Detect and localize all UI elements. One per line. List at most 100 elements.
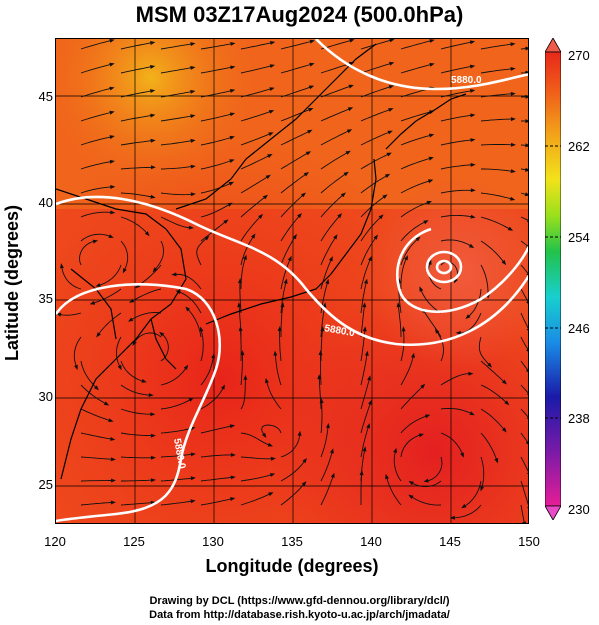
streamline xyxy=(280,433,301,458)
streamline xyxy=(360,174,388,194)
streamline xyxy=(80,480,113,482)
streamline-arrow xyxy=(190,114,196,119)
streamline xyxy=(178,291,202,314)
streamline xyxy=(240,154,271,170)
streamline xyxy=(120,66,153,74)
streamline-arrow xyxy=(301,481,307,487)
streamline-arrow xyxy=(92,239,98,244)
streamline xyxy=(279,329,282,362)
streamline xyxy=(467,288,482,318)
streamline xyxy=(130,312,162,321)
streamline-arrow xyxy=(525,143,528,148)
streamline-arrow xyxy=(150,433,156,438)
streamline xyxy=(80,211,113,218)
streamline-arrow xyxy=(240,350,245,356)
streamline xyxy=(320,475,334,506)
streamline xyxy=(420,288,442,314)
streamline xyxy=(280,281,287,314)
streamline-arrow xyxy=(494,458,499,464)
streamline xyxy=(200,355,215,386)
streamline xyxy=(80,384,107,405)
streamline xyxy=(320,130,350,146)
streamline xyxy=(73,336,82,368)
streamline-arrow xyxy=(487,362,492,368)
streamline xyxy=(319,352,322,386)
credit-line-1: Drawing by DCL (https://www.gfd-dennou.o… xyxy=(149,595,450,607)
streamline-arrow xyxy=(297,430,302,436)
streamline-arrow xyxy=(330,472,335,478)
y-tick-label: 45 xyxy=(38,89,53,104)
streamline xyxy=(400,355,414,386)
streamline-arrow xyxy=(300,192,306,198)
streamline-arrow xyxy=(319,398,324,404)
streamline xyxy=(360,216,382,242)
streamline-arrow xyxy=(368,255,372,262)
streamline xyxy=(200,113,233,122)
streamline-arrow xyxy=(302,458,307,464)
streamline-arrow xyxy=(401,326,406,332)
colorbar-bottom-arrow xyxy=(545,505,561,520)
streamline-arrow xyxy=(348,84,354,89)
streamline xyxy=(440,41,473,50)
streamline xyxy=(61,266,82,290)
streamline xyxy=(200,386,224,410)
streamline-arrow xyxy=(305,151,312,156)
streamline-arrow xyxy=(465,314,471,319)
streamline xyxy=(160,500,193,506)
streamline xyxy=(320,328,324,361)
streamline xyxy=(240,133,272,146)
streamline xyxy=(280,86,312,98)
streamline xyxy=(440,65,473,74)
streamline xyxy=(80,432,113,440)
streamline xyxy=(320,451,333,482)
streamline-arrow xyxy=(190,89,196,94)
streamline xyxy=(160,398,192,410)
streamline xyxy=(120,114,153,122)
streamline-arrow xyxy=(320,326,325,332)
streamline-arrow xyxy=(504,400,510,406)
streamline xyxy=(200,329,204,362)
streamline-arrow xyxy=(229,135,235,140)
streamline-arrow xyxy=(227,202,233,207)
streamline xyxy=(160,91,193,98)
streamline-arrow xyxy=(449,515,455,520)
contour-5880 xyxy=(56,39,528,523)
streamline-arrow xyxy=(150,455,156,460)
streamline xyxy=(400,385,424,410)
streamline xyxy=(400,434,422,458)
streamline xyxy=(280,152,309,170)
streamline xyxy=(80,186,113,194)
streamline xyxy=(480,93,513,98)
streamline-arrow xyxy=(238,326,243,332)
streamline xyxy=(400,415,428,434)
streamline-arrow xyxy=(303,172,309,177)
streamline xyxy=(120,216,148,235)
streamline-arrow xyxy=(109,86,115,91)
streamline xyxy=(320,258,333,290)
streamline xyxy=(478,336,491,366)
streamline-arrow xyxy=(408,481,414,486)
streamline xyxy=(360,472,363,505)
streamline-arrow xyxy=(188,225,194,230)
streamline xyxy=(520,312,528,329)
streamline-arrow xyxy=(418,433,425,438)
streamline-arrow xyxy=(524,192,528,197)
streamline-arrow xyxy=(135,283,141,289)
streamline-arrow xyxy=(408,494,414,499)
streamline-arrow xyxy=(251,233,256,239)
streamline-arrow xyxy=(109,110,115,115)
streamline-arrow xyxy=(283,278,288,284)
colorbar-top-arrow xyxy=(545,38,561,53)
streamline-arrow xyxy=(230,452,236,457)
streamline-arrow xyxy=(110,185,116,189)
colorbar-label: 246 xyxy=(568,321,590,336)
streamline-arrow xyxy=(337,213,342,219)
streamline-arrow xyxy=(190,499,196,504)
streamline-arrow xyxy=(411,352,415,358)
y-tick-label: 30 xyxy=(38,389,53,404)
streamline xyxy=(80,87,112,98)
streamline xyxy=(200,476,233,482)
streamline xyxy=(480,408,506,431)
streamline-arrow xyxy=(128,317,134,322)
credit-line-2: Data from http://database.rish.kyoto-u.a… xyxy=(149,609,450,621)
